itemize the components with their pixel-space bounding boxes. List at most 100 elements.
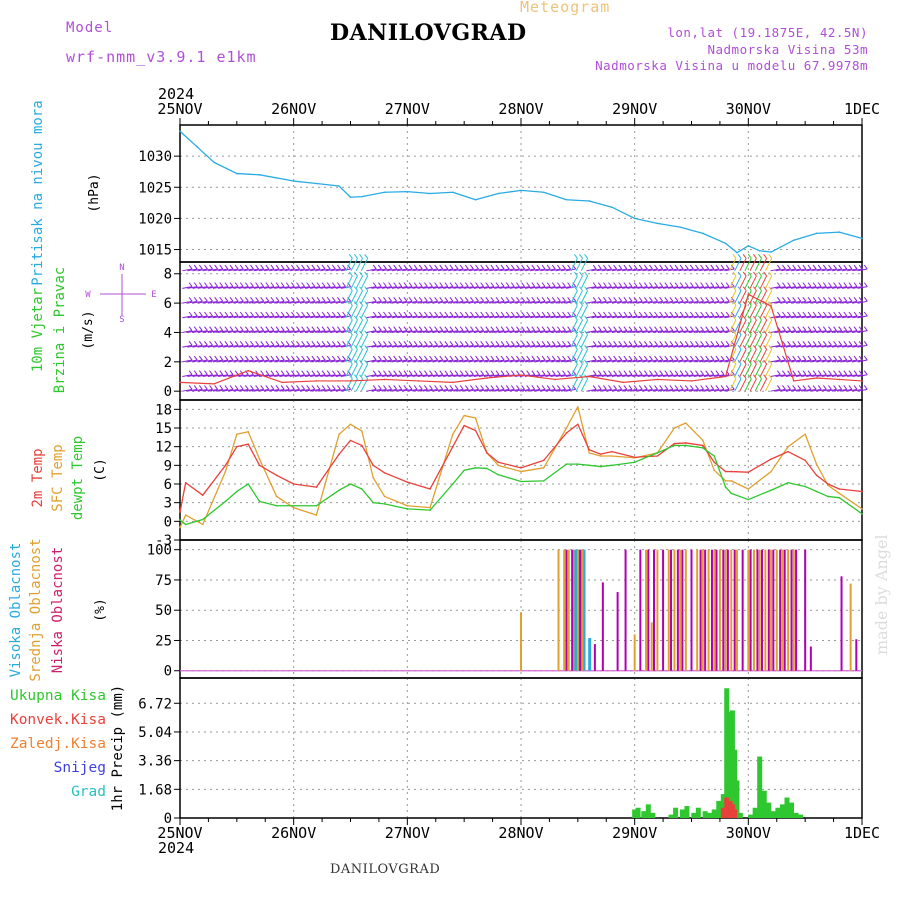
t2m-line-point <box>713 461 716 464</box>
wind-barb-flag <box>710 341 715 346</box>
wind-barb <box>790 315 801 319</box>
wind-barb <box>816 374 827 378</box>
wind-barb-flag <box>480 355 485 361</box>
wind-barb <box>315 300 326 304</box>
wind-barb <box>673 374 684 378</box>
pressure-line-point <box>338 185 340 187</box>
wind-barb <box>217 344 229 348</box>
wind-barb <box>591 330 602 333</box>
wind-barb-flag <box>638 341 643 346</box>
wind-barb-flag <box>326 311 331 317</box>
wind-barb <box>535 388 546 392</box>
wind-barb-flag <box>398 385 403 390</box>
wind-barb <box>693 344 704 348</box>
top-date-label: 29NOV <box>612 100 657 118</box>
wind-barb <box>397 268 408 272</box>
wind-barb <box>238 344 249 348</box>
wind-barb <box>739 363 747 377</box>
wind-barb-flag <box>459 311 464 317</box>
wind-barb-flag <box>291 264 295 270</box>
wind-barb-flag <box>198 311 203 317</box>
wind-barb-flag <box>768 254 773 259</box>
dewpt-line-point <box>730 492 733 495</box>
wind-barb <box>637 344 648 348</box>
wind-barb-flag <box>354 254 358 259</box>
wind-barb-flag <box>838 297 843 302</box>
wind-barb-flag <box>311 341 316 346</box>
wind-barb <box>806 286 817 289</box>
wind-barb-flag <box>331 355 336 361</box>
wind-barb-flag <box>551 385 556 390</box>
wind-barb-flag <box>603 326 607 331</box>
wind-barb <box>478 330 489 333</box>
wind-barb-flag <box>229 370 234 376</box>
wind-barb-flag <box>654 385 658 390</box>
wind-barb-flag <box>418 297 423 302</box>
wind-barb-flag <box>613 355 618 361</box>
wind-barb-flag <box>296 311 300 317</box>
wind-speed-line-point <box>815 377 818 379</box>
wind-barb <box>709 286 720 289</box>
wind-barb <box>335 388 346 392</box>
wind-barb <box>816 330 827 333</box>
wind-barb <box>376 344 387 348</box>
wind-barb <box>437 268 448 272</box>
wind-barb-flag <box>720 370 725 376</box>
wind-barb-flag <box>863 264 868 270</box>
wind-barb <box>202 359 213 363</box>
total-precip-bar <box>757 756 763 818</box>
wind-barb <box>238 286 249 289</box>
wind-barb <box>540 388 551 392</box>
dewpt-line-point <box>486 467 488 470</box>
wind-barb-flag <box>679 385 684 390</box>
wind-barb-flag <box>531 341 536 346</box>
t2m-line-point <box>275 474 278 477</box>
dewpt-line-point <box>611 464 613 467</box>
wind-barb <box>483 388 494 392</box>
wind-barb <box>764 334 773 348</box>
wind-barb <box>345 319 353 333</box>
wind-barb-flag <box>763 359 768 365</box>
wind-barb <box>540 374 551 378</box>
wind-barb-flag <box>638 311 643 317</box>
mid-cloud-bar <box>679 549 682 671</box>
wind-barb-flag <box>439 341 444 346</box>
wind-barb <box>611 330 622 333</box>
wind-barb <box>453 268 464 272</box>
wind-barb <box>764 258 773 272</box>
wind-barb <box>816 268 827 272</box>
wind-barb-flag <box>388 341 392 346</box>
wind-barb <box>729 258 737 272</box>
wind-barb <box>264 344 275 348</box>
mid-cloud-bar <box>576 549 579 671</box>
low-cloud-bar <box>676 549 679 671</box>
wind-barb <box>376 330 387 333</box>
wind-barb <box>397 374 408 378</box>
wind-barb-flag <box>763 254 768 259</box>
wind-barb <box>570 363 578 377</box>
wind-barb <box>764 275 773 289</box>
wind-barb <box>223 300 234 304</box>
t2m-line-point <box>542 459 545 462</box>
wind-barb-flag <box>280 355 285 361</box>
wind-barb <box>350 290 358 304</box>
wind-barb <box>688 330 699 333</box>
t2m-line-point <box>787 450 789 453</box>
wind-barb-flag <box>592 355 597 361</box>
wind-barb-flag <box>255 326 260 331</box>
wind-barb <box>289 388 300 392</box>
wind-barb-flag <box>510 370 515 376</box>
wind-barb <box>381 286 392 289</box>
dewpt-line-point <box>861 513 863 515</box>
wind-barb <box>381 300 392 304</box>
wind-barb <box>453 286 464 289</box>
wind-barb-flag <box>321 311 326 317</box>
wind-barb <box>253 286 264 289</box>
dewpt-line-point <box>258 500 261 503</box>
wind-barb-flag <box>270 385 275 390</box>
wind-barb <box>591 344 602 348</box>
wind-barb-flag <box>618 341 623 346</box>
wind-barb-flag <box>214 297 219 302</box>
wind-barb-flag <box>654 341 658 346</box>
mid-cloud-bar <box>764 549 767 671</box>
